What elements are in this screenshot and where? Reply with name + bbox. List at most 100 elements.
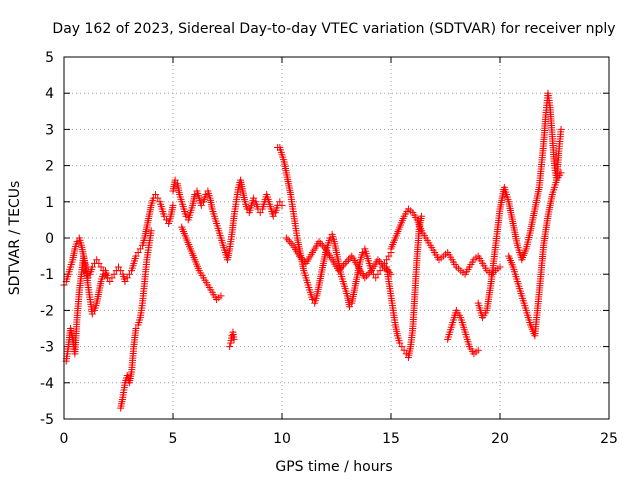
y-axis-tick-labels: -5 -4 -3 -2 -1 0 1 2 3 4 5 bbox=[40, 50, 54, 428]
y-tick-label: -1 bbox=[40, 267, 54, 283]
data-point-fill bbox=[284, 236, 292, 244]
data-point bbox=[396, 339, 404, 347]
data-point-fill bbox=[318, 241, 326, 249]
data-point bbox=[226, 343, 234, 351]
data-point-fill bbox=[320, 243, 328, 251]
series-track-b bbox=[62, 252, 112, 365]
data-point-fill bbox=[343, 258, 351, 266]
data-point bbox=[383, 256, 391, 264]
data-point-fill bbox=[366, 268, 374, 276]
data-point bbox=[123, 274, 131, 282]
data-point bbox=[73, 238, 81, 246]
y-tick-label: 3 bbox=[45, 122, 54, 138]
series-track-f bbox=[226, 328, 238, 351]
y-tick-label: 2 bbox=[45, 159, 54, 175]
data-point bbox=[97, 263, 105, 271]
data-point bbox=[169, 201, 177, 209]
series-track-c bbox=[117, 227, 155, 412]
data-point bbox=[162, 216, 170, 224]
data-point-fill bbox=[382, 265, 390, 273]
y-tick-label: -4 bbox=[40, 376, 54, 392]
y-tick-label: 4 bbox=[45, 86, 54, 102]
data-point bbox=[134, 248, 142, 256]
data-point bbox=[269, 212, 277, 220]
series-track-j bbox=[387, 205, 504, 278]
data-point bbox=[309, 296, 317, 304]
y-tick-label: 0 bbox=[45, 231, 54, 247]
plot-frame bbox=[63, 56, 610, 420]
data-point-fill bbox=[317, 239, 325, 247]
data-point bbox=[243, 205, 251, 213]
data-point bbox=[346, 303, 354, 311]
data-point bbox=[385, 252, 393, 260]
data-point bbox=[295, 252, 303, 260]
series-track-l bbox=[474, 89, 565, 322]
x-tick-label: 0 bbox=[60, 431, 69, 447]
data-point bbox=[104, 274, 112, 282]
data-point bbox=[154, 194, 162, 202]
data-point bbox=[557, 125, 565, 133]
data-point bbox=[496, 263, 504, 271]
data-point bbox=[256, 209, 264, 217]
y-axis-label: SDTVAR / TECUs bbox=[7, 181, 23, 296]
data-point bbox=[197, 201, 205, 209]
data-point bbox=[282, 234, 290, 242]
x-tick-label: 5 bbox=[169, 431, 178, 447]
data-point bbox=[115, 263, 122, 271]
data-point-fill bbox=[338, 263, 346, 271]
data-point bbox=[93, 256, 101, 264]
series-track-k bbox=[444, 306, 482, 358]
data-point bbox=[326, 234, 334, 242]
data-point bbox=[400, 346, 408, 354]
data-point bbox=[110, 270, 118, 278]
y-tick-label: -2 bbox=[40, 303, 54, 319]
data-point bbox=[132, 325, 140, 332]
y-tick-label: 1 bbox=[45, 195, 54, 211]
data-point bbox=[182, 212, 190, 220]
data-point bbox=[136, 245, 144, 253]
data-point bbox=[376, 267, 384, 275]
data-point bbox=[217, 292, 225, 300]
data-point bbox=[398, 343, 406, 351]
y-tick-label: -5 bbox=[40, 412, 54, 428]
data-point bbox=[125, 270, 133, 278]
data-point bbox=[557, 169, 565, 177]
data-point-fill bbox=[299, 256, 307, 264]
data-point-fill bbox=[362, 272, 370, 280]
series-track-e bbox=[178, 223, 225, 304]
data-point-fill bbox=[376, 258, 384, 266]
data-point bbox=[88, 263, 96, 271]
data-point bbox=[152, 191, 160, 199]
data-points bbox=[60, 89, 565, 412]
data-point bbox=[160, 212, 168, 220]
data-point bbox=[418, 212, 426, 220]
y-tick-label: 5 bbox=[45, 50, 54, 66]
data-point-fill bbox=[336, 265, 344, 273]
x-tick-label: 10 bbox=[273, 431, 291, 447]
data-point-fill bbox=[377, 259, 385, 267]
data-point-fill bbox=[297, 254, 305, 262]
data-point bbox=[278, 201, 286, 209]
data-point bbox=[315, 238, 323, 246]
grid-lines bbox=[64, 57, 609, 419]
x-tick-label: 25 bbox=[600, 431, 618, 447]
series-track-i bbox=[383, 212, 426, 361]
data-point bbox=[359, 248, 367, 256]
data-point bbox=[147, 227, 155, 235]
data-point bbox=[132, 252, 140, 260]
data-point bbox=[95, 259, 103, 267]
data-point-fill bbox=[340, 261, 348, 269]
data-point bbox=[191, 191, 199, 199]
data-point-fill bbox=[364, 270, 372, 278]
data-point bbox=[361, 274, 369, 282]
data-point bbox=[88, 310, 96, 318]
x-tick-label: 15 bbox=[382, 431, 400, 447]
x-tick-label: 20 bbox=[491, 431, 509, 447]
data-point bbox=[106, 277, 114, 285]
data-point bbox=[474, 346, 482, 354]
data-point bbox=[335, 267, 343, 275]
data-point-fill bbox=[344, 256, 352, 264]
data-point bbox=[121, 277, 129, 285]
data-point bbox=[99, 270, 107, 278]
